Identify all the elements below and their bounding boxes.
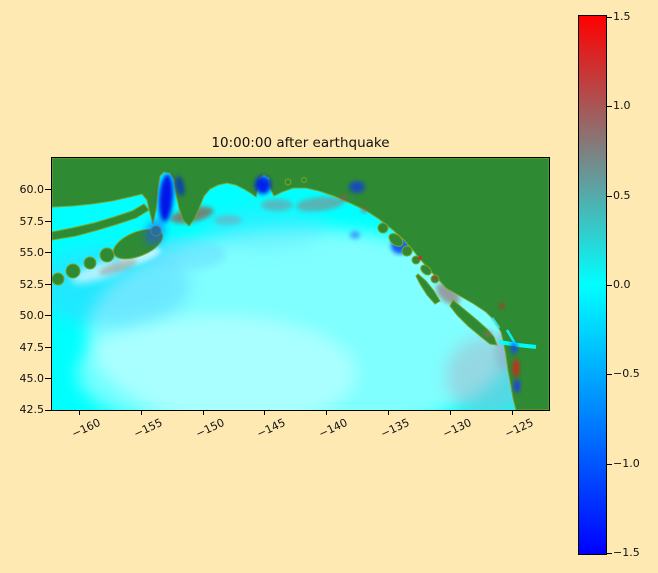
x-tick [79,410,80,415]
y-tick [45,221,51,222]
map-plot [51,157,550,411]
x-tick [141,410,142,415]
colorbar-tick-label: 1.5 [613,10,631,23]
y-tick [45,284,51,285]
x-tick [264,410,265,415]
y-tick [45,410,51,411]
colorbar-tick [607,106,612,107]
colorbar-tick-label: 0.5 [613,189,631,202]
x-tick [203,410,204,415]
y-tick-label: 47.5 [19,341,45,354]
y-tick [45,252,51,253]
x-tick-label: −130 [440,416,474,441]
x-tick-label: −160 [69,416,103,441]
map-heatmap [52,158,549,410]
y-tick-label: 60.0 [19,183,45,196]
colorbar [578,15,607,555]
y-tick [45,315,51,316]
y-tick [45,347,51,348]
y-tick-label: 50.0 [19,309,45,322]
colorbar-tick [607,285,612,286]
x-tick-label: −135 [378,416,412,441]
y-tick-label: 42.5 [19,403,45,416]
x-tick-label: −155 [131,416,165,441]
colorbar-tick [607,196,612,197]
colorbar-tick-label: 0.0 [613,278,631,291]
colorbar-tick [607,464,612,465]
colorbar-tick-label: −0.5 [613,367,640,380]
y-tick [45,378,51,379]
colorbar-tick-label: 1.0 [613,99,631,112]
y-tick-label: 55.0 [19,246,45,259]
x-tick [512,410,513,415]
colorbar-tick-label: −1.0 [613,457,640,470]
y-tick-label: 45.0 [19,372,45,385]
colorbar-tick [607,17,612,18]
x-tick [388,410,389,415]
land-mask [52,158,549,410]
x-tick [450,410,451,415]
x-tick-label: −140 [316,416,350,441]
colorbar-tick [607,374,612,375]
x-tick [326,410,327,415]
y-tick [45,189,51,190]
colorbar-tick-label: −1.5 [613,546,640,559]
x-tick-label: −125 [502,416,536,441]
y-tick-label: 57.5 [19,215,45,228]
chart-title: 10:00:00 after earthquake [211,135,390,151]
y-tick-label: 52.5 [19,278,45,291]
colorbar-tick [607,553,612,554]
